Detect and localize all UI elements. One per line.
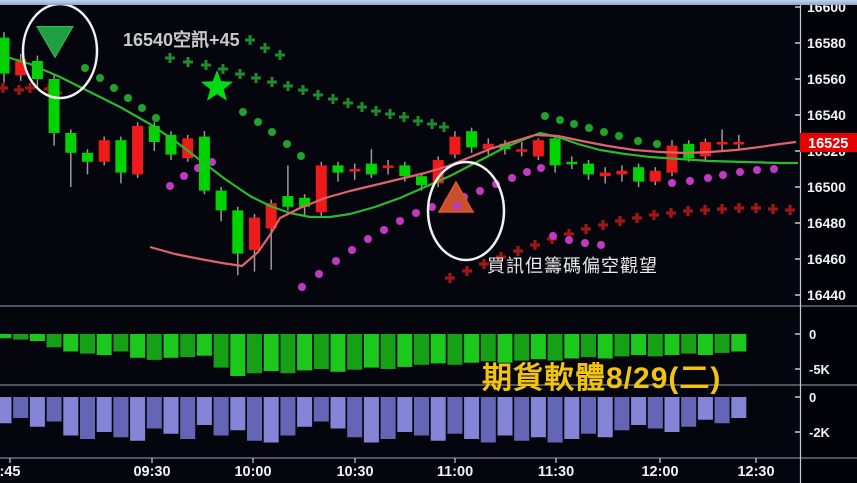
candle-10:55	[432, 160, 444, 184]
price-axis-label: 16500	[807, 179, 846, 195]
candle-09:15	[98, 140, 110, 162]
candle-09:25	[132, 125, 144, 175]
price-axis: 1660016580165601654016520165001648016460…	[795, 0, 846, 440]
time-axis-label: 09:30	[133, 464, 170, 480]
time-axis-label: 12:30	[737, 464, 774, 480]
candle-10:25	[332, 165, 344, 173]
candle-10:40	[382, 165, 394, 168]
last-price-tag: 16525	[800, 133, 857, 152]
candle-09:00	[48, 79, 60, 133]
star-signal-icon	[200, 70, 234, 101]
sub1-axis-label: -5K	[809, 362, 831, 377]
candle-10:35	[365, 163, 377, 175]
candle-11:25	[532, 140, 544, 157]
highlight-ellipse	[426, 160, 506, 262]
sub1-axis-label: 0	[809, 327, 816, 342]
price-axis-label: 16480	[807, 215, 846, 231]
candle-09:20	[115, 140, 127, 173]
candle-11:55	[633, 167, 645, 182]
candle-09:10	[82, 152, 93, 162]
candle-11:10	[482, 143, 494, 150]
candle-12:00	[649, 170, 661, 182]
plus-markers-layer	[0, 35, 795, 283]
candle-11:35	[566, 161, 578, 165]
candle-11:40	[583, 163, 594, 175]
time-axis: :45 09:30 10:00 10:30 11:00 11:30 12:00 12:30	[0, 458, 775, 480]
candle-09:05	[65, 133, 77, 153]
candle-11:15	[499, 143, 511, 150]
candle-10:20	[315, 165, 327, 213]
sub2-axis-label: -2K	[809, 425, 831, 440]
candle-11:50	[616, 170, 628, 175]
candle-10:15	[299, 197, 311, 207]
candle-11:20	[516, 149, 528, 152]
time-axis-label: 11:00	[437, 464, 473, 480]
candle-09:50	[215, 190, 227, 211]
candle-12:15	[699, 142, 711, 157]
window-title-bar	[0, 0, 857, 5]
candle-12:25	[733, 142, 745, 145]
candle-11:30	[549, 138, 561, 166]
buy-signal-triangle-icon	[437, 180, 475, 213]
sub2-axis-label: 0	[809, 390, 816, 405]
price-axis-label: 16560	[807, 71, 846, 87]
candle-10:30	[349, 169, 361, 172]
candle-11:05	[466, 131, 478, 148]
candle-11:45	[599, 172, 611, 177]
candle-11:00	[449, 136, 461, 155]
price-axis-label: 16540	[807, 107, 846, 123]
axes-frame	[0, 5, 857, 483]
price-axis-label: 16440	[807, 287, 846, 303]
time-axis-label: :45	[0, 464, 20, 480]
green-histogram-layer	[0, 334, 747, 376]
signal-markers-layer	[36, 26, 475, 213]
candle-10:50	[416, 176, 427, 186]
time-axis-label: 11:30	[538, 464, 574, 480]
purple-histogram-layer	[0, 397, 747, 443]
candle-12:20	[716, 142, 728, 145]
candle-10:05	[265, 203, 277, 229]
candle-09:55	[232, 210, 244, 254]
candle-09:35	[165, 134, 177, 155]
candle-08:55	[31, 61, 43, 79]
candle-08:50	[15, 59, 27, 76]
sar-dots-layer	[81, 64, 778, 291]
candle-10:45	[399, 165, 411, 177]
time-axis-label: 10:00	[234, 464, 271, 480]
candle-10:10	[282, 196, 294, 207]
last-price-value: 16525	[808, 136, 848, 152]
short-signal-triangle-icon	[36, 26, 74, 59]
candle-09:30	[148, 125, 160, 142]
time-axis-label: 12:00	[641, 464, 678, 480]
candle-09:40	[182, 138, 194, 159]
price-axis-label: 16580	[807, 35, 846, 51]
candle-12:10	[683, 143, 695, 159]
candle-10:00	[249, 217, 260, 250]
price-axis-label: 16460	[807, 251, 846, 267]
time-axis-label: 10:30	[336, 464, 373, 480]
